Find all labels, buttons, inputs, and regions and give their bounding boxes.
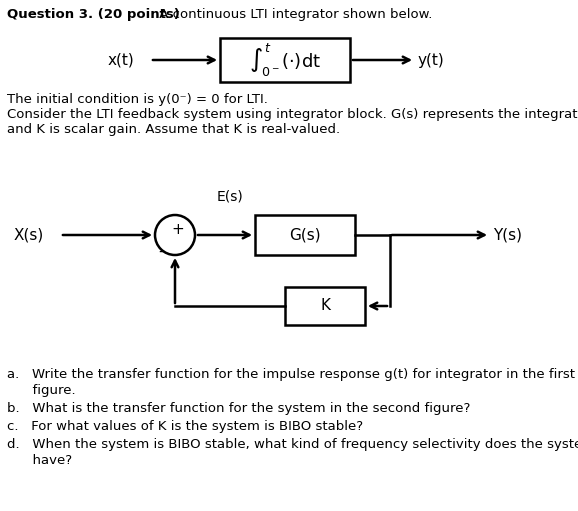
Text: $\int_{0^-}^{t}(\cdot)\mathrm{dt}$: $\int_{0^-}^{t}(\cdot)\mathrm{dt}$ [249,41,321,79]
Text: X(s): X(s) [14,227,45,243]
Bar [285,287,365,325]
Text: y(t): y(t) [418,53,444,67]
Text: Question 3. (20 points): Question 3. (20 points) [7,8,180,21]
Text: figure.: figure. [7,384,76,397]
Text: A continuous LTI integrator shown below.: A continuous LTI integrator shown below. [155,8,432,21]
Text: K: K [320,298,330,314]
Text: and K is scalar gain. Assume that K is real-valued.: and K is scalar gain. Assume that K is r… [7,123,340,136]
Text: Consider the LTI feedback system using integrator block. G(s) represents the int: Consider the LTI feedback system using i… [7,108,578,121]
Bar [255,215,355,255]
Text: a.   Write the transfer function for the impulse response g(t) for integrator in: a. Write the transfer function for the i… [7,368,575,381]
Text: c.   For what values of K is the system is BIBO stable?: c. For what values of K is the system is… [7,420,363,433]
Text: G(s): G(s) [289,227,321,243]
Text: d.   When the system is BIBO stable, what kind of frequency selectivity does the: d. When the system is BIBO stable, what … [7,438,578,451]
Text: E(s): E(s) [217,189,243,203]
Text: have?: have? [7,454,72,467]
Text: +: + [172,222,184,238]
Text: Y(s): Y(s) [493,227,522,243]
Circle shape [155,215,195,255]
Text: The initial condition is y(0⁻) = 0 for LTI.: The initial condition is y(0⁻) = 0 for L… [7,93,268,106]
Text: -: - [158,244,164,259]
Text: x(t): x(t) [108,53,135,67]
Bar [220,38,350,82]
Text: b.   What is the transfer function for the system in the second figure?: b. What is the transfer function for the… [7,402,470,415]
